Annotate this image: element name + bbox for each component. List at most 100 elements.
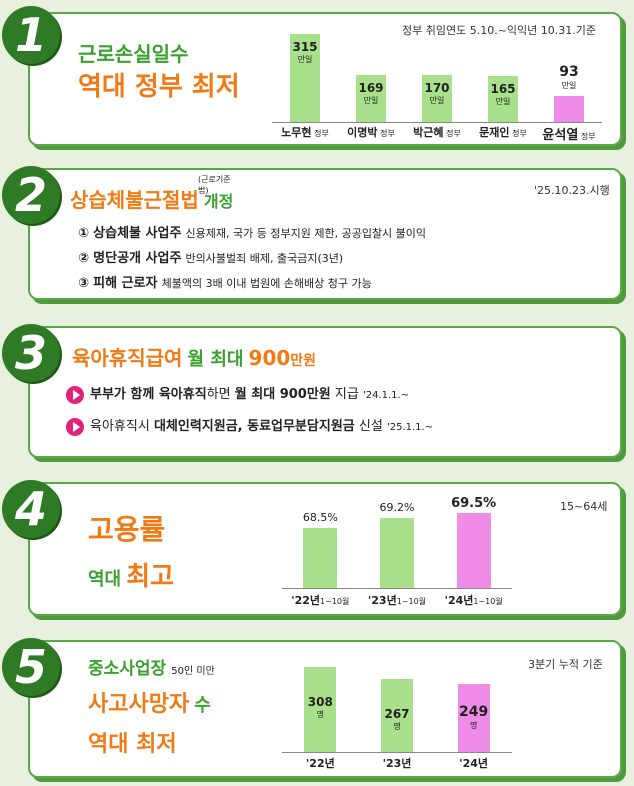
s1-bar-value-number: 169	[358, 80, 384, 95]
section-5-title-3: 역대 최저	[88, 732, 177, 757]
s1-bar-value-unit: 만일	[297, 55, 313, 65]
section-5-subtitle: 사고사망자 수	[88, 686, 211, 718]
s5-bar-value: 249 명	[450, 704, 498, 731]
s5-bar	[304, 667, 337, 752]
section-4-chart: 68.5% 69.2% 69.5%	[282, 490, 512, 588]
s1-bar-value-number: 93	[559, 64, 579, 81]
section-5-baseline	[282, 752, 512, 753]
s1-bar-value-number: 170	[424, 80, 450, 95]
s1-bar-value: 165 만일	[478, 82, 528, 107]
section-1-subtitle: 역대 정부 최저	[78, 72, 240, 102]
s5-bar	[381, 678, 413, 752]
section-1-title: 근로손실일수	[78, 42, 189, 66]
s1-x-label-suffix: 정부	[377, 129, 395, 138]
section-1-card	[28, 12, 622, 146]
s4-x-label: '22년1~10월	[282, 592, 359, 608]
s4-bar	[456, 513, 491, 588]
section-5-number-badge: 5	[2, 638, 60, 696]
section-3-title: 육아휴직급여 월 최대 900만원	[72, 342, 316, 371]
item-2-body: 반의사불벌죄 배제, 출국금지(3년)	[185, 252, 344, 265]
s4-bar-value: 69.2%	[379, 500, 415, 514]
section-2-note: '25.10.23.시행	[534, 184, 610, 197]
s1-bar-value: 169 만일	[346, 81, 396, 106]
section-4-subtitle: 역대 최고	[88, 556, 174, 593]
s1-bar	[554, 96, 584, 122]
s1-x-label: 박근혜 정부	[404, 124, 470, 140]
section-4-note: 15~64세	[560, 500, 608, 513]
s1-bar-value-unit: 만일	[429, 95, 445, 105]
section-5-title: 중소사업장	[88, 659, 167, 679]
section-2-title-main: 상습체불근절법	[70, 188, 199, 212]
line1-c: 월 최대 900만원	[234, 387, 331, 402]
s4-x-label: '24년1~10월	[435, 592, 512, 608]
item-3-body: 체불액의 3배 이내 법원에 손해배상 청구 가능	[161, 277, 372, 290]
s5-bar-value: 267 명	[373, 707, 421, 732]
section-5-card	[28, 640, 622, 778]
s4-x-label-year: '23년	[367, 594, 397, 607]
section-4-baseline	[282, 588, 512, 589]
s4-bar	[380, 517, 414, 588]
section-1-note: 정부 취임연도 5.10.~익익년 10.31.기준	[402, 24, 597, 37]
section-2-item-1: ① 상습체불 사업주 신용제재, 국가 등 정부지원 제한, 공공입찰시 불이익	[78, 222, 426, 241]
section-2-list: ① 상습체불 사업주 신용제재, 국가 등 정부지원 제한, 공공입찰시 불이익…	[78, 222, 426, 291]
s1-bar-value-number: 165	[490, 82, 516, 96]
play-arrow-icon	[66, 417, 84, 436]
s4-x-label-period: 1~10월	[320, 597, 350, 606]
line1-a: 부부가 함께 육아휴직	[90, 387, 207, 402]
s5-x-label: '24년	[459, 757, 489, 770]
section-4-title-2b: 최고	[126, 562, 175, 592]
s4-x-label-year: '22년	[291, 594, 321, 607]
s4-bar-value: 69.5%	[451, 496, 497, 511]
s5-bar	[457, 683, 490, 752]
s4-bar-value: 68.5%	[302, 511, 338, 524]
section-5-xlabels: '22년 '23년 '24년	[282, 755, 512, 771]
s1-x-label: 윤석열 정부	[536, 124, 602, 143]
s4-x-label-period: 1~10월	[396, 597, 427, 606]
section-4-number-badge: 4	[2, 480, 60, 538]
s5-bar-value: 308 명	[296, 695, 344, 720]
section-5-title-small: 50인 미만	[171, 666, 215, 677]
s1-bar-value-unit: 만일	[561, 81, 577, 91]
section-5-chart: 308 명 267 명 249 명	[282, 664, 512, 752]
section-4-title: 고용률	[88, 513, 166, 546]
s1-x-label-name: 윤석열	[542, 128, 579, 143]
s1-x-label-suffix: 정부	[311, 129, 329, 138]
section-1-chart: 315 만일 169 만일 170 만일 165 만일 93 만일	[272, 30, 602, 122]
section-5-title-2a: 사고사망자	[88, 692, 190, 717]
s1-x-label-name: 이명박	[347, 126, 378, 139]
s1-x-label: 이명박 정부	[338, 124, 404, 140]
section-3-line-1: 부부가 함께 육아휴직하면 월 최대 900만원 지급 '24.1.1.~	[66, 383, 409, 404]
section-1-xlabels: 노무현 정부 이명박 정부 박근혜 정부 문재인 정부 윤석열 정부	[272, 124, 602, 143]
s1-bar-value-number: 315	[292, 40, 318, 55]
section-1-baseline	[272, 122, 602, 123]
section-2-title-tail: 개정	[203, 192, 234, 211]
s4-x-label: '23년1~10월	[359, 592, 436, 608]
s4-x-label-year: '24년	[444, 594, 474, 607]
s1-x-label-name: 노무현	[281, 126, 312, 139]
section-1-number-badge: 1	[2, 6, 60, 64]
section-2-item-2: ② 명단공개 사업주 반의사불벌죄 배제, 출국금지(3년)	[78, 247, 426, 266]
section-3-title-b: 월 최대	[187, 349, 244, 370]
s1-bar	[488, 76, 518, 122]
s1-bar-value-unit: 만일	[363, 95, 379, 105]
s5-x-label: '22년	[305, 757, 335, 770]
section-2-number-badge: 2	[2, 166, 60, 224]
s1-bar-value: 93 만일	[544, 64, 594, 91]
section-3-card	[28, 326, 622, 458]
item-1-bullet: ①	[78, 226, 90, 241]
s4-x-label-period: 1~10월	[473, 597, 503, 606]
s1-x-label-suffix: 정부	[509, 129, 527, 138]
section-2-title: 상습체불근절법 (근로기준법) 개정	[70, 175, 234, 213]
s1-bar-value: 170 만일	[412, 81, 462, 106]
section-2-item-3: ③ 피해 근로자 체불액의 3배 이내 법원에 손해배상 청구 가능	[78, 272, 426, 291]
s1-x-label-suffix: 정부	[578, 132, 596, 141]
s1-x-label: 노무현 정부	[272, 124, 338, 140]
s1-x-label-suffix: 정부	[443, 129, 461, 138]
section-3-title-a: 육아휴직급여	[72, 346, 183, 370]
section-3-title-d: 만원	[290, 353, 317, 369]
line1-d: 지급	[330, 387, 363, 402]
item-3-bullet: ③	[78, 276, 90, 291]
section-2-card	[28, 168, 622, 300]
section-3-title-c: 900	[248, 346, 291, 370]
s5-bar-value-number: 308	[307, 695, 333, 710]
